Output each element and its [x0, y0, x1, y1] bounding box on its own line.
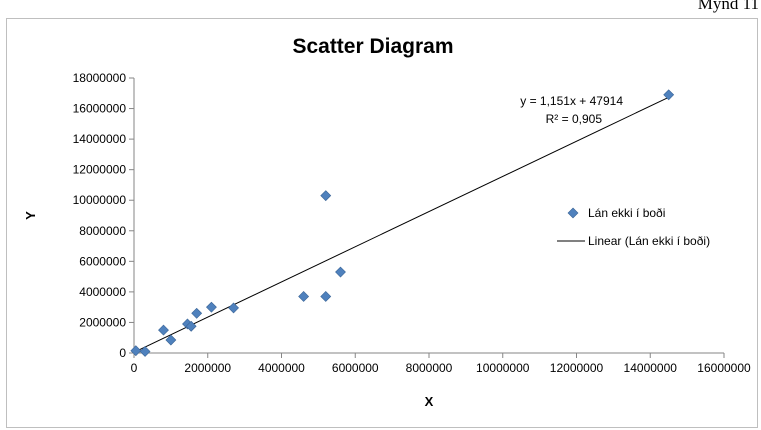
x-tick-label: 16000000: [697, 361, 751, 375]
x-tick-label: 8000000: [406, 361, 453, 375]
legend-marker-diamond: [567, 207, 579, 219]
x-tick-label: 4000000: [258, 361, 305, 375]
chart-title: Scatter Diagram: [292, 35, 453, 58]
data-point: [130, 345, 142, 357]
data-point: [158, 324, 169, 336]
data-point: [320, 190, 332, 202]
x-tick-label: 12000000: [550, 361, 604, 375]
chart-axes: 0 2000000 4000000 6000000 8000000 10000000 120…: [73, 71, 751, 375]
chart-frame: Scatter Diagram 0 2000000 4000000 6000000 80…: [6, 18, 758, 428]
data-point: [335, 266, 346, 278]
y-axis-title: Y: [23, 211, 38, 220]
trendline-group: [133, 96, 669, 353]
x-tick-label: 0: [131, 361, 138, 375]
data-points: [130, 89, 675, 357]
scatter-chart: Scatter Diagram 0 2000000 4000000 6000000 80…: [23, 35, 751, 409]
x-axis-title: X: [425, 394, 434, 409]
chart-legend: Lán ekki í boði Linear (Lán ekki í boði): [557, 206, 710, 248]
data-point: [663, 89, 675, 101]
page-caption: Mynd 11: [697, 0, 759, 13]
y-tick-label: 2000000: [79, 315, 126, 329]
y-tick-label: 18000000: [73, 71, 127, 85]
y-tick-label: 0: [119, 346, 126, 360]
trendline-r-squared: R² = 0,905: [546, 112, 603, 126]
x-tick-label: 2000000: [184, 361, 231, 375]
y-tick-label: 4000000: [79, 285, 126, 299]
trendline: [133, 96, 669, 353]
x-tick-label: 10000000: [476, 361, 530, 375]
y-tick-label: 6000000: [79, 254, 126, 268]
y-tick-label: 16000000: [73, 102, 127, 116]
x-tick-label: 14000000: [624, 361, 678, 375]
y-tick-label: 8000000: [79, 224, 126, 238]
legend-series-label: Lán ekki í boði: [588, 206, 665, 220]
y-tick-label: 10000000: [73, 193, 127, 207]
data-point: [206, 301, 217, 313]
data-point: [320, 291, 332, 302]
x-tick-label: 6000000: [332, 361, 379, 375]
data-point: [139, 346, 151, 357]
data-point: [165, 334, 177, 346]
data-point: [185, 320, 197, 332]
y-tick-label: 14000000: [73, 132, 127, 146]
trendline-equation: y = 1,151x + 47914: [520, 94, 623, 108]
data-point: [228, 302, 239, 314]
y-tick-label: 12000000: [73, 163, 127, 177]
legend-trendline-label: Linear (Lán ekki í boði): [588, 234, 710, 248]
data-point: [298, 291, 310, 302]
data-point: [191, 307, 203, 319]
